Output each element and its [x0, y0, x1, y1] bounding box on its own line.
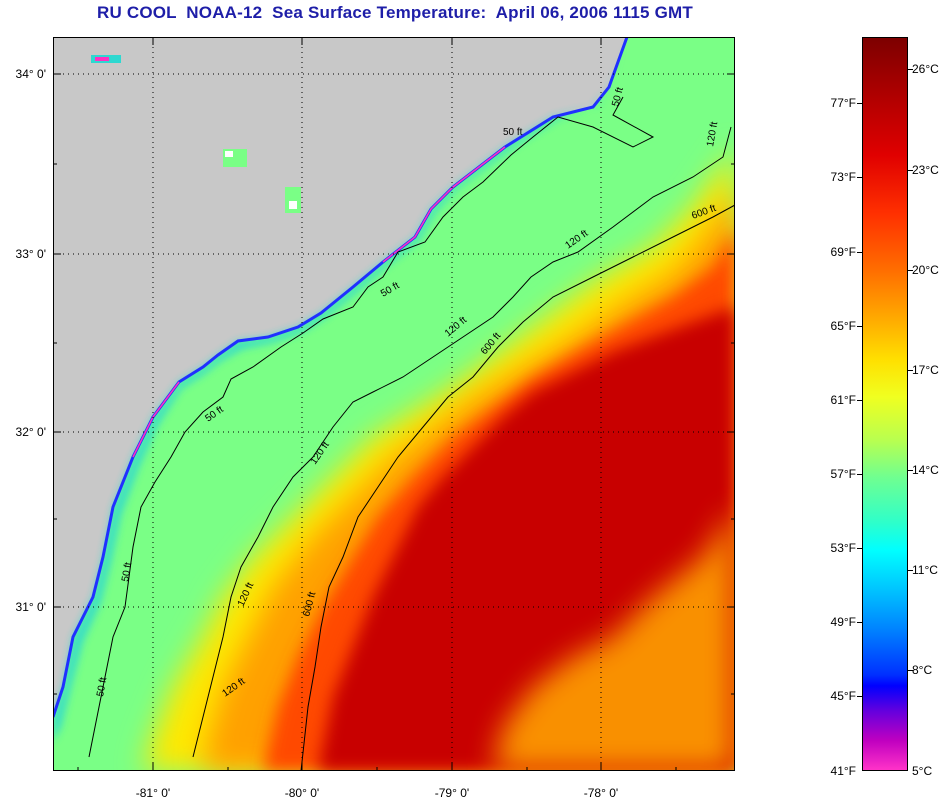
colorbar-tick: [908, 470, 913, 471]
colorbar-tick: [857, 548, 862, 549]
sst-map[interactable]: 50 ft 50 ft 50 ft 50 ft 50 ft 50 ft 120 …: [53, 37, 735, 771]
map-frame: [53, 37, 735, 771]
sst-map-canvas: 50 ft 50 ft 50 ft 50 ft 50 ft 50 ft 120 …: [53, 37, 735, 771]
colorbar-fahrenheit-label: 73°F: [830, 170, 856, 184]
colorbar-tick: [908, 370, 913, 371]
colorbar-fahrenheit-label: 61°F: [830, 393, 856, 407]
temperature-colorbar: [862, 37, 908, 771]
colorbar-celsius-label: 17°C: [912, 363, 939, 377]
colorbar-tick: [908, 670, 913, 671]
contour-label: 50 ft: [503, 127, 523, 138]
colorbar-tick: [908, 270, 913, 271]
colorbar-celsius-label: 14°C: [912, 463, 939, 477]
colorbar-fahrenheit-label: 41°F: [830, 764, 856, 778]
map-title: RU COOL NOAA-12 Sea Surface Temperature:…: [96, 3, 694, 22]
colorbar-tick: [857, 474, 862, 475]
contour-120ft: [192, 126, 732, 758]
axis-ticks: [53, 37, 735, 771]
colorbar-tick: [908, 570, 913, 571]
latitude-label-32: 32° 0': [15, 425, 46, 439]
graticule: [53, 37, 735, 771]
colorbar-fahrenheit-label: 45°F: [830, 689, 856, 703]
colorbar-tick: [908, 69, 913, 70]
contour-label: 50 ft: [120, 561, 134, 582]
colorbar-fahrenheit-label: 57°F: [830, 467, 856, 481]
colorbar-fahrenheit-label: 69°F: [830, 245, 856, 259]
latitude-label-31: 31° 0': [15, 600, 46, 614]
latitude-label-33: 33° 0': [15, 247, 46, 261]
colorbar-fahrenheit-label: 49°F: [830, 615, 856, 629]
colorbar-celsius-label: 8°C: [912, 663, 933, 677]
colorbar-tick: [908, 170, 913, 171]
colorbar-tick: [857, 103, 862, 104]
colorbar-tick: [857, 622, 862, 623]
latitude-label-34: 34° 0': [15, 67, 46, 81]
colorbar-fahrenheit-label: 53°F: [830, 541, 856, 555]
colorbar-tick: [857, 326, 862, 327]
colorbar-celsius-label: 26°C: [912, 62, 939, 76]
contour-label: 120 ft: [705, 121, 720, 148]
eastern-warm-eddy: [493, 507, 735, 771]
contour-50ft: [88, 96, 655, 758]
contour-600ft: [300, 204, 735, 771]
longitude-label-80: -80° 0': [284, 786, 320, 800]
colorbar-celsius-label: 23°C: [912, 163, 939, 177]
contour-label: 50 ft: [610, 86, 626, 108]
longitude-label-78: -78° 0': [583, 786, 619, 800]
colorbar-fahrenheit-label: 65°F: [830, 319, 856, 333]
colorbar-tick: [857, 400, 862, 401]
contour-label: 50 ft: [95, 676, 109, 697]
colorbar-tick: [857, 696, 862, 697]
inland-water-patches: [91, 55, 301, 213]
colorbar-celsius-label: 5°C: [912, 764, 933, 778]
colorbar-celsius-label: 20°C: [912, 263, 939, 277]
colorbar-fahrenheit-label: 77°F: [830, 96, 856, 110]
colorbar-tick: [857, 177, 862, 178]
colorbar-tick: [857, 252, 862, 253]
longitude-label-79: -79° 0': [434, 786, 470, 800]
colorbar-celsius-label: 11°C: [912, 563, 938, 577]
longitude-label-81: -81° 0': [135, 786, 171, 800]
